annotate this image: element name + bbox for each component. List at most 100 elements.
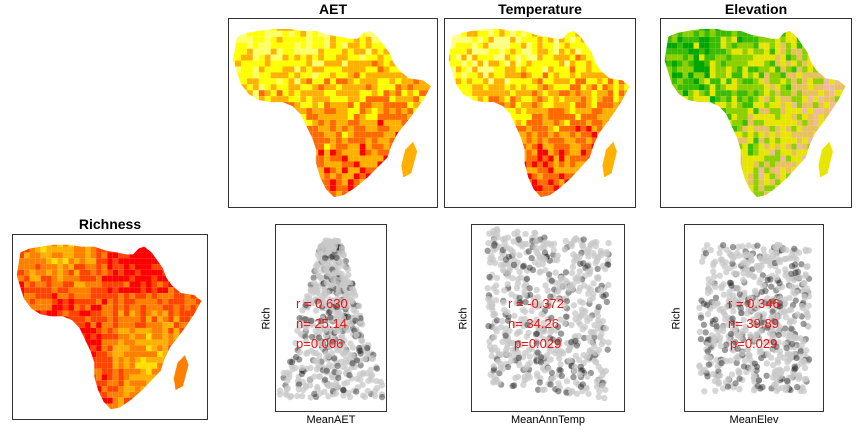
map-cell <box>618 60 625 67</box>
map-cell <box>294 137 301 144</box>
map-cell <box>477 54 483 61</box>
map-cell <box>35 415 41 419</box>
map-cell <box>300 155 307 162</box>
map-cell <box>769 131 775 138</box>
map-cell <box>24 258 30 265</box>
map-cell <box>759 19 764 25</box>
map-cell <box>515 90 521 97</box>
map-cell <box>499 48 505 55</box>
map-cell <box>488 125 494 132</box>
map-cell <box>455 179 462 186</box>
map-cell <box>18 333 25 340</box>
map-cell <box>813 78 819 85</box>
map-cell <box>753 42 759 49</box>
map-cell <box>413 125 420 132</box>
map-cell <box>840 28 846 31</box>
map-cell <box>688 84 694 91</box>
scatter-point <box>344 313 352 320</box>
map-cell <box>531 54 538 61</box>
map-cell <box>726 161 732 168</box>
map-cell <box>813 197 818 203</box>
map-cell <box>677 42 683 49</box>
map-cell <box>401 30 408 37</box>
map-cell <box>18 357 25 363</box>
map-cell <box>264 96 271 103</box>
map-cell <box>731 36 737 43</box>
map-cell <box>580 149 587 156</box>
map-cell <box>35 333 41 340</box>
map-cell <box>607 179 614 186</box>
map-cell <box>107 351 113 358</box>
map-cell <box>619 197 624 203</box>
map-cell <box>829 96 835 103</box>
map-cell <box>146 258 152 265</box>
map-cell <box>818 42 824 49</box>
map-cell <box>732 19 737 25</box>
map-cell <box>253 19 259 25</box>
map-cell <box>818 119 824 126</box>
map-cell <box>709 108 716 114</box>
map-cell <box>29 310 36 317</box>
scatter-point <box>361 393 369 401</box>
map-cell <box>699 102 705 109</box>
map-cell <box>73 252 80 259</box>
map-cell <box>597 84 603 91</box>
map-cell <box>282 179 289 186</box>
map-cell <box>699 149 705 156</box>
map-cell <box>629 36 630 43</box>
map-cell <box>57 339 63 346</box>
map-cell <box>335 155 342 162</box>
map-cell <box>294 30 301 37</box>
map-cell <box>559 149 565 156</box>
map-cell <box>101 244 108 247</box>
map-cell <box>30 415 36 419</box>
map-cell <box>704 108 710 114</box>
map-cell <box>796 185 803 192</box>
map-cell <box>785 149 792 156</box>
map-cell <box>68 244 74 247</box>
map-cell <box>802 185 808 192</box>
map-cell <box>146 403 152 410</box>
map-cell <box>504 173 511 180</box>
map-cell <box>569 149 576 156</box>
map-cell <box>282 125 289 132</box>
map-cell <box>845 108 846 114</box>
map-cell <box>353 108 360 114</box>
map-cell <box>29 275 36 282</box>
map-cell <box>715 143 721 150</box>
map-cell <box>483 48 489 55</box>
map-cell <box>312 102 319 109</box>
map-cell <box>277 203 283 207</box>
map-cell <box>91 235 97 241</box>
map-cell <box>134 351 141 358</box>
map-cell <box>107 368 113 375</box>
map-cell <box>683 19 688 25</box>
map-cell <box>79 339 86 346</box>
map-cell <box>823 42 830 49</box>
map-cell <box>747 167 754 174</box>
map-cell <box>742 161 748 168</box>
map-cell <box>395 102 402 109</box>
map-cell <box>389 96 396 103</box>
map-cell <box>179 252 185 259</box>
map-cell <box>265 19 271 25</box>
map-cell <box>704 143 710 150</box>
map-cell <box>383 78 390 85</box>
map-cell <box>306 30 313 37</box>
map-cell <box>791 90 797 97</box>
map-cell <box>564 84 570 91</box>
map-cell <box>264 113 271 120</box>
map-cell <box>602 28 608 31</box>
map-cell <box>90 351 97 358</box>
map-cell <box>455 173 462 180</box>
map-cell <box>16 368 19 375</box>
map-cell <box>731 191 737 198</box>
map-cell <box>769 66 775 73</box>
map-cell <box>845 72 846 79</box>
map-cell <box>195 310 202 317</box>
map-cell <box>57 269 63 276</box>
map-cell <box>840 167 846 174</box>
map-cell <box>282 108 289 114</box>
map-cell <box>477 161 483 168</box>
map-cell <box>742 28 748 31</box>
